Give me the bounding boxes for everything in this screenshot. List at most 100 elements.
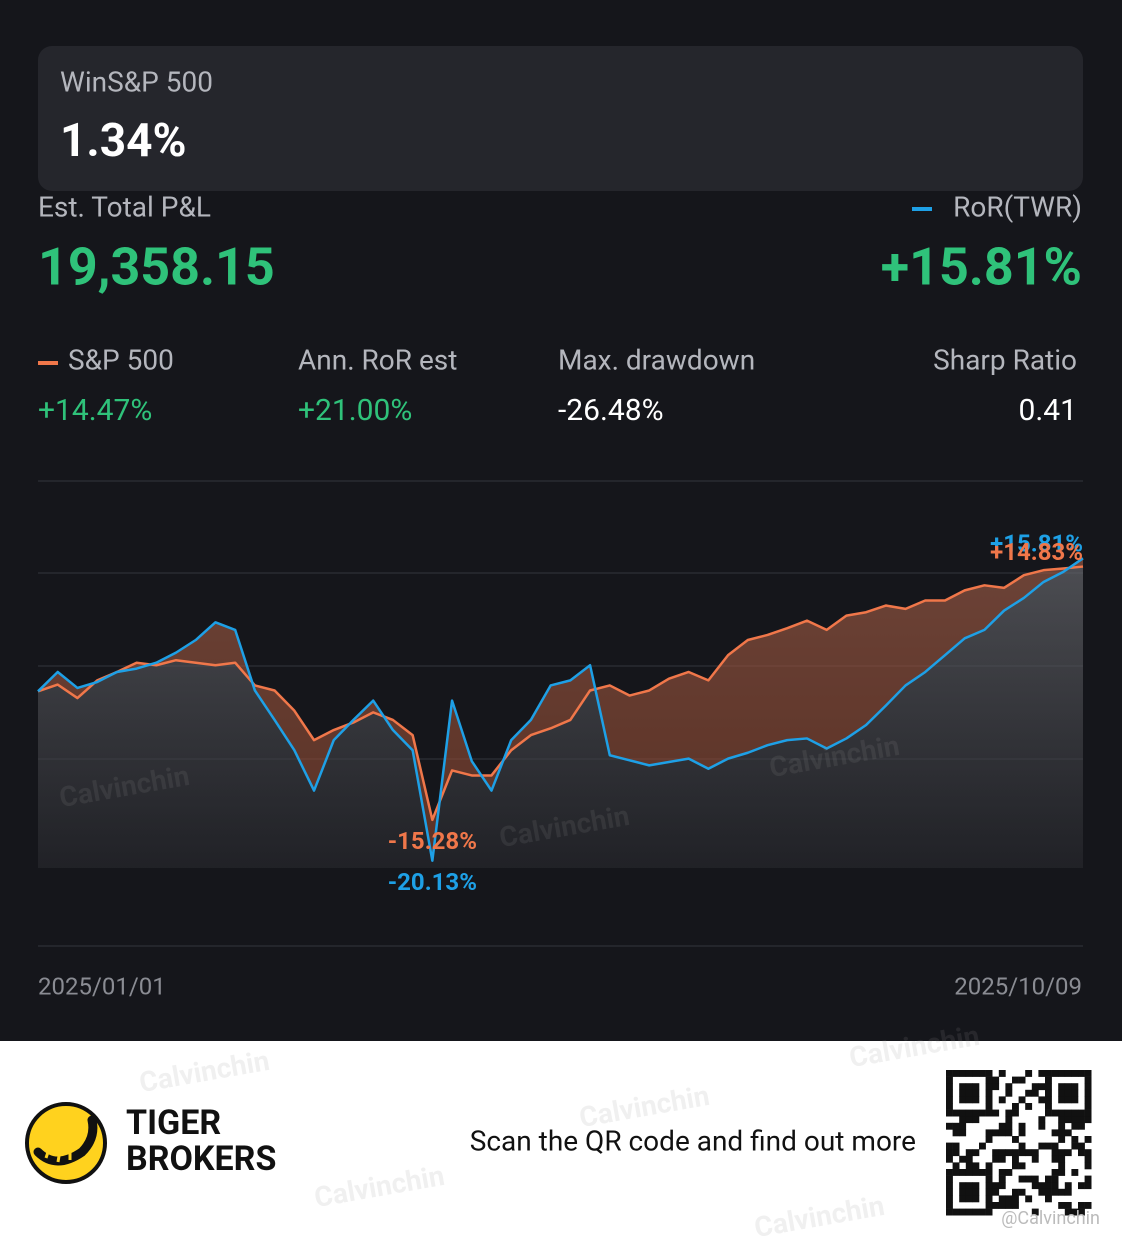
qr-cell bbox=[1018, 1149, 1026, 1157]
qr-cell bbox=[1018, 1076, 1026, 1084]
qr-cell bbox=[1064, 1096, 1072, 1104]
qr-cell bbox=[952, 1142, 960, 1150]
qr-cell bbox=[985, 1175, 993, 1183]
qr-cell bbox=[998, 1129, 1006, 1137]
qr-cell bbox=[998, 1070, 1006, 1077]
qr-cell bbox=[1018, 1096, 1026, 1104]
qr-cell bbox=[992, 1182, 1000, 1190]
qr-cell bbox=[952, 1208, 960, 1216]
qr-cell bbox=[1051, 1188, 1059, 1196]
header-value: 1.34% bbox=[60, 114, 187, 168]
qr-cell bbox=[959, 1155, 967, 1163]
qr-cell bbox=[965, 1070, 973, 1077]
qr-cell bbox=[972, 1070, 980, 1077]
qr-cell bbox=[1084, 1096, 1092, 1104]
qr-cell bbox=[946, 1169, 953, 1176]
qr-cell bbox=[1005, 1129, 1013, 1137]
qr-cell bbox=[972, 1162, 980, 1170]
qr-cell bbox=[1084, 1103, 1092, 1110]
qr-cell bbox=[946, 1103, 953, 1110]
qr-cell bbox=[1051, 1155, 1059, 1163]
cta: Scan the QR code and find out more bbox=[470, 1124, 916, 1157]
qr-cell bbox=[1031, 1149, 1039, 1157]
qr-cell bbox=[959, 1116, 967, 1124]
qr-cell bbox=[965, 1083, 973, 1091]
qr-cell bbox=[1064, 1208, 1072, 1216]
qr-cell bbox=[972, 1182, 980, 1190]
qr-cell bbox=[985, 1109, 993, 1117]
qr-cell bbox=[1005, 1109, 1013, 1117]
qr-cell bbox=[1084, 1162, 1092, 1170]
qr-cell bbox=[965, 1089, 973, 1097]
watermark: Calvinchin bbox=[137, 1044, 272, 1099]
qr-cell bbox=[1051, 1142, 1059, 1150]
qr-cell bbox=[959, 1188, 967, 1196]
qr-cell bbox=[946, 1188, 953, 1196]
qr-cell bbox=[1045, 1083, 1052, 1091]
qr-cell bbox=[946, 1070, 953, 1077]
qr-cell bbox=[1051, 1169, 1059, 1176]
qr-cell bbox=[1005, 1122, 1013, 1130]
qr-cell bbox=[1018, 1142, 1026, 1150]
qr-cell bbox=[1012, 1195, 1019, 1203]
qr-code[interactable] bbox=[946, 1070, 1092, 1216]
qr-cell bbox=[1051, 1109, 1059, 1117]
legend-label[interactable]: S&P 500 bbox=[68, 343, 174, 376]
qr-cell bbox=[946, 1182, 953, 1190]
qr-cell bbox=[1064, 1202, 1072, 1209]
qr-cell bbox=[1025, 1149, 1033, 1157]
qr-cell bbox=[1084, 1155, 1092, 1163]
line bbox=[37, 557, 1084, 862]
qr-cell bbox=[1005, 1083, 1013, 1091]
qr-cell bbox=[1018, 1122, 1026, 1130]
qr-cell bbox=[1071, 1070, 1079, 1077]
qr-cell bbox=[1084, 1175, 1092, 1183]
qr-cell bbox=[1084, 1116, 1092, 1124]
qr-cell bbox=[972, 1208, 980, 1216]
value-label: +15.81% bbox=[990, 530, 1083, 558]
stat-label: Sharp Ratio bbox=[933, 343, 1077, 376]
qr-cell bbox=[946, 1175, 953, 1183]
qr-cell bbox=[1078, 1122, 1085, 1130]
qr-cell bbox=[1045, 1109, 1052, 1117]
qr-cell bbox=[946, 1195, 953, 1203]
area bbox=[38, 566, 1083, 868]
qr-cell bbox=[1012, 1162, 1019, 1170]
pnl-label: Est. Total P&L bbox=[38, 190, 211, 223]
qr-cell bbox=[965, 1195, 973, 1203]
qr-cell bbox=[985, 1096, 993, 1104]
qr-cell bbox=[1058, 1070, 1066, 1077]
value-label: -20.13% bbox=[388, 868, 477, 896]
qr-cell bbox=[1071, 1089, 1079, 1097]
qr-cell bbox=[1012, 1076, 1019, 1084]
legend-label[interactable]: RoR(TWR) bbox=[953, 190, 1082, 223]
stat-value: +14.47% bbox=[38, 393, 152, 428]
value-label: +14.83% bbox=[990, 538, 1083, 566]
qr-cell bbox=[985, 1129, 993, 1137]
qr-cell bbox=[1084, 1202, 1092, 1209]
qr-cell bbox=[1051, 1149, 1059, 1157]
qr-cell bbox=[946, 1155, 953, 1163]
spread-band bbox=[38, 558, 1083, 861]
stat-label: Max. drawdown bbox=[558, 343, 755, 376]
qr-cell bbox=[992, 1129, 1000, 1137]
qr-cell bbox=[1005, 1195, 1013, 1203]
qr-cell bbox=[985, 1089, 993, 1097]
qr-cell bbox=[985, 1202, 993, 1209]
qr-cell bbox=[1038, 1070, 1046, 1077]
qr-cell bbox=[1071, 1136, 1079, 1143]
qr-cell bbox=[992, 1076, 1000, 1084]
qr-cell bbox=[1018, 1188, 1026, 1196]
qr-cell bbox=[1005, 1116, 1013, 1124]
qr-cell bbox=[1064, 1182, 1072, 1190]
brand: BROKERS bbox=[126, 1139, 276, 1179]
qr-cell bbox=[1025, 1195, 1033, 1203]
qr-cell bbox=[992, 1202, 1000, 1209]
watermark: Calvinchin bbox=[752, 1189, 887, 1244]
qr-cell bbox=[1058, 1109, 1066, 1117]
qr-cell bbox=[959, 1169, 967, 1176]
qr-cell bbox=[1012, 1103, 1019, 1110]
qr-cell bbox=[1058, 1169, 1066, 1176]
qr-cell bbox=[1045, 1182, 1052, 1190]
